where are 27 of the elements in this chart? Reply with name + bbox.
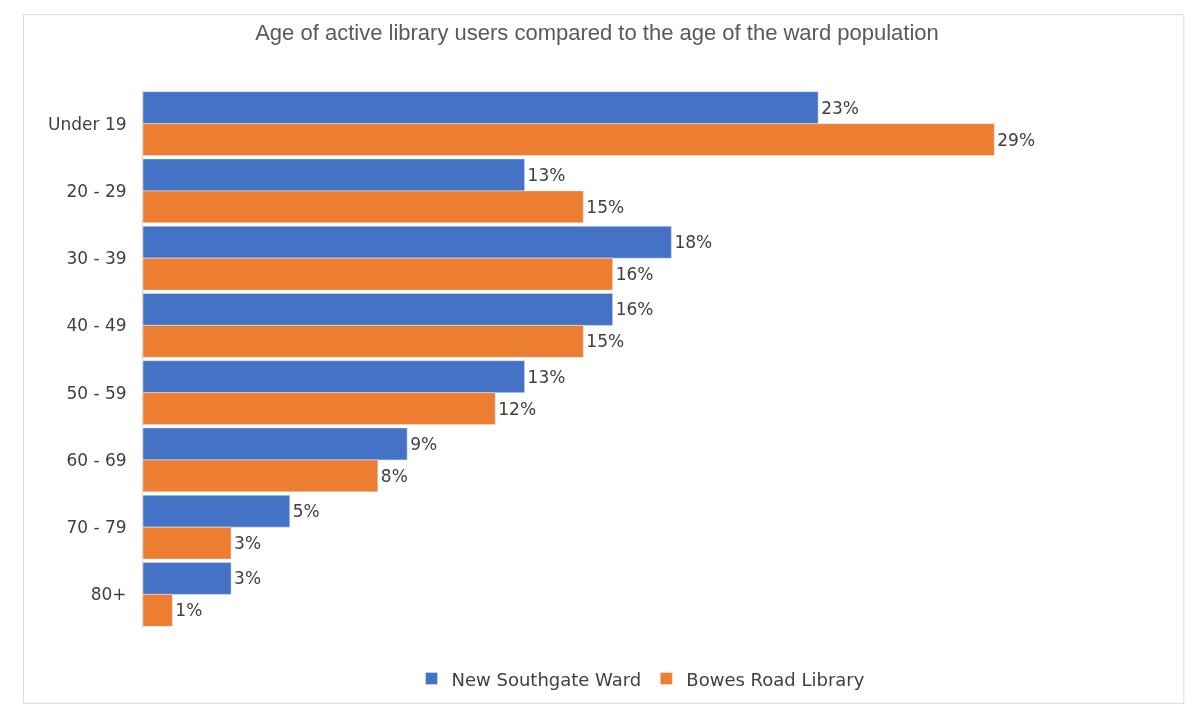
y-tick-label: 80+ [90, 584, 127, 605]
data-label: 16% [615, 264, 654, 285]
legend-label: New Southgate Ward [451, 668, 642, 690]
data-label: 16% [615, 299, 654, 320]
data-label: 5% [292, 501, 320, 522]
data-label: 15% [586, 331, 625, 352]
y-tick-label: Under 19 [48, 113, 127, 134]
data-label: 13% [527, 164, 566, 185]
data-label: 23% [821, 97, 859, 118]
y-tick-label: 40 - 49 [66, 315, 127, 336]
y-tick-label: 20 - 29 [66, 180, 127, 201]
data-label: 9% [410, 433, 438, 454]
data-label: 13% [527, 366, 566, 387]
y-tick-label: 60 - 69 [66, 449, 127, 470]
data-label: 1% [175, 600, 203, 621]
data-label: 3% [234, 568, 262, 589]
y-tick-label: 50 - 59 [66, 382, 127, 403]
data-label: 3% [234, 533, 262, 554]
data-label: 18% [674, 232, 713, 253]
legend-label: Bowes Road Library [686, 668, 865, 690]
data-label: 8% [380, 465, 408, 486]
data-label: 12% [498, 398, 537, 419]
data-label: 15% [586, 196, 625, 217]
y-tick-label: 30 - 39 [66, 248, 127, 269]
data-label: 29% [997, 129, 1036, 150]
chart-title: Age of active library users compared to the age of the ward population [255, 19, 939, 45]
y-tick-label: 70 - 79 [66, 517, 127, 538]
